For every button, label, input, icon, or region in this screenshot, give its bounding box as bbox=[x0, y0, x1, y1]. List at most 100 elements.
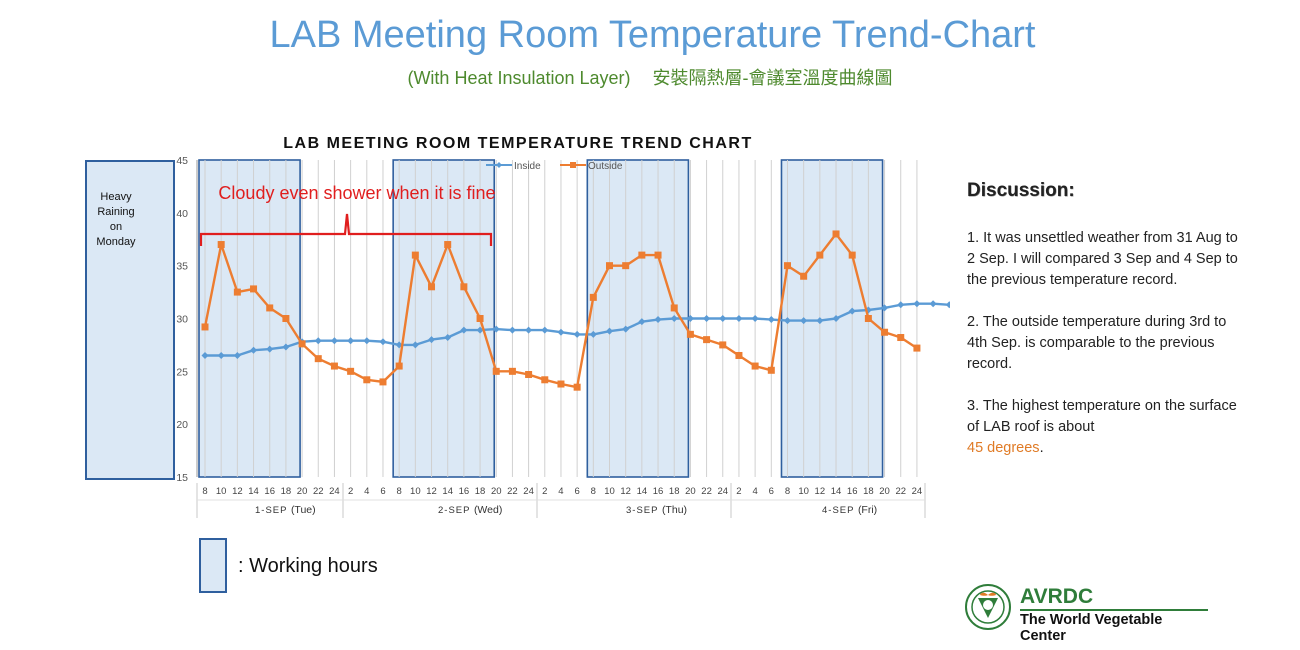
x-tick-label: 20 bbox=[297, 486, 308, 497]
chart-legend: Inside Outside bbox=[486, 161, 623, 172]
data-point bbox=[233, 351, 241, 359]
logo-tagline: The World Vegetable Center bbox=[1020, 612, 1163, 644]
x-tick-label: 18 bbox=[475, 486, 486, 497]
annotation-text: Cloudy even shower when it is fine bbox=[218, 183, 495, 203]
rain-note-line: Monday bbox=[96, 236, 136, 248]
working-hours-legend-swatch bbox=[199, 538, 227, 593]
x-tick-label: 24 bbox=[523, 486, 534, 497]
data-point bbox=[848, 307, 856, 315]
data-point bbox=[476, 315, 484, 322]
data-point bbox=[217, 241, 225, 249]
discussion-item-1: 1. It was unsettled weather from 31 Aug … bbox=[967, 230, 1238, 288]
page-title: LAB Meeting Room Temperature Trend-Chart bbox=[269, 14, 1036, 56]
x-tick-label: 4 bbox=[752, 486, 757, 497]
data-point bbox=[767, 366, 775, 374]
x-tick-label: 12 bbox=[620, 486, 631, 497]
temperature-chart: LAB MEETING ROOM TEMPERATURE TREND CHART… bbox=[85, 135, 950, 518]
x-tick-label: 8 bbox=[591, 486, 596, 497]
discussion-panel: Discussion: 1. It was unsettled weather … bbox=[967, 180, 1242, 480]
data-point bbox=[492, 325, 500, 333]
x-tick-label: 16 bbox=[264, 486, 275, 497]
y-tick-label: 40 bbox=[176, 208, 188, 220]
data-point bbox=[428, 283, 436, 291]
x-tick-label: 10 bbox=[604, 486, 615, 497]
data-point bbox=[557, 380, 565, 388]
data-point bbox=[314, 337, 322, 345]
data-point bbox=[492, 367, 500, 375]
y-tick-label: 20 bbox=[176, 419, 188, 431]
page-subtitle: (With Heat Insulation Layer) 安裝隔熱層-會議室溫度曲… bbox=[0, 64, 1300, 90]
data-point bbox=[945, 301, 950, 309]
annotation-brace bbox=[199, 213, 493, 246]
x-tick-label: 14 bbox=[831, 486, 842, 497]
rain-note-line: Heavy bbox=[100, 191, 132, 203]
x-tick-label: 22 bbox=[895, 486, 906, 497]
day-weekday: (Thu) bbox=[662, 504, 687, 516]
data-point bbox=[541, 376, 549, 384]
data-point bbox=[557, 328, 565, 336]
data-point bbox=[929, 300, 937, 308]
day-label: 1-SEP (Tue) bbox=[255, 504, 316, 516]
data-point bbox=[767, 316, 775, 324]
y-tick-label: 35 bbox=[176, 261, 188, 273]
data-point bbox=[848, 251, 856, 259]
data-point bbox=[881, 304, 889, 312]
discussion-highlight: 45 degrees bbox=[967, 440, 1040, 456]
data-point bbox=[751, 315, 759, 322]
legend-label: Outside bbox=[588, 161, 623, 172]
x-tick-label: 2 bbox=[736, 486, 741, 497]
day-date: 2-SEP bbox=[438, 505, 474, 516]
x-tick-label: 10 bbox=[798, 486, 809, 497]
data-point bbox=[913, 344, 921, 352]
data-point bbox=[411, 251, 419, 259]
data-point bbox=[864, 315, 872, 322]
day-label: 2-SEP (Wed) bbox=[438, 504, 502, 516]
x-tick-label: 12 bbox=[232, 486, 243, 497]
x-tick-label: 12 bbox=[815, 486, 826, 497]
day-weekday: (Wed) bbox=[474, 504, 502, 516]
x-tick-label: 18 bbox=[863, 486, 874, 497]
data-point bbox=[282, 343, 290, 351]
discussion-highlight-row: 45 degrees. bbox=[967, 440, 1044, 456]
data-point bbox=[347, 337, 355, 345]
data-point bbox=[638, 251, 646, 259]
x-tick-label: 6 bbox=[574, 486, 579, 497]
data-point bbox=[217, 351, 225, 359]
data-point bbox=[897, 301, 905, 309]
subtitle-chinese: 安裝隔熱層-會議室溫度曲線圖 bbox=[652, 68, 893, 88]
data-point bbox=[330, 362, 338, 370]
x-tick-label: 24 bbox=[329, 486, 340, 497]
x-tick-label: 18 bbox=[281, 486, 292, 497]
x-tick-label: 22 bbox=[507, 486, 518, 497]
data-point bbox=[282, 315, 290, 322]
data-point bbox=[266, 304, 274, 312]
data-point bbox=[476, 326, 484, 334]
y-tick-label: 45 bbox=[176, 155, 188, 167]
day-weekday: (Tue) bbox=[291, 504, 316, 516]
legend-label: Inside bbox=[514, 161, 541, 172]
data-point bbox=[670, 304, 678, 312]
x-tick-label: 6 bbox=[380, 486, 385, 497]
data-point bbox=[800, 272, 808, 280]
data-point bbox=[703, 336, 711, 344]
data-point bbox=[654, 251, 662, 259]
x-tick-label: 2 bbox=[348, 486, 353, 497]
data-point bbox=[816, 317, 824, 325]
x-tick-label: 18 bbox=[669, 486, 680, 497]
x-tick-label: 8 bbox=[202, 486, 207, 497]
day-date: 1-SEP bbox=[255, 505, 291, 516]
discussion-item-3: 3. The highest temperature on the surfac… bbox=[967, 398, 1237, 435]
data-point bbox=[670, 315, 678, 322]
data-point bbox=[589, 330, 597, 338]
x-tick-label: 10 bbox=[216, 486, 227, 497]
data-point bbox=[703, 315, 711, 322]
discussion-item-2: 2. The outside temperature during 3rd to… bbox=[967, 314, 1227, 372]
x-tick-label: 20 bbox=[685, 486, 696, 497]
data-point bbox=[314, 355, 322, 363]
data-point bbox=[363, 337, 371, 345]
data-point bbox=[201, 323, 209, 331]
data-point bbox=[654, 316, 662, 324]
annotation: Cloudy even shower when it is fine bbox=[199, 183, 496, 246]
data-point bbox=[686, 315, 694, 322]
data-point bbox=[508, 326, 516, 334]
